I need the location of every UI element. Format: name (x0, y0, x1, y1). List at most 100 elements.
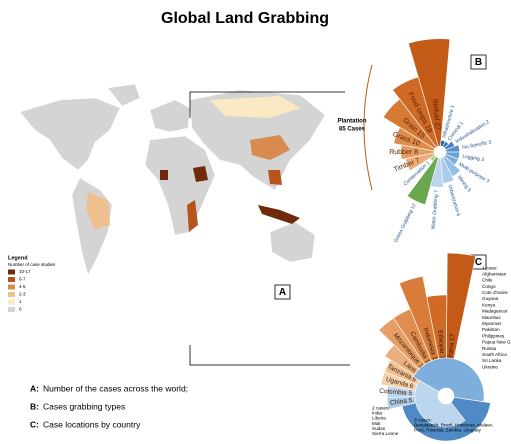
group-country: Madagascar (482, 309, 508, 314)
type-wedge (440, 139, 446, 148)
group-country: Sudan (372, 426, 386, 431)
type-wedge (429, 154, 437, 162)
map-land (107, 83, 141, 107)
legend-label: 2-3 (19, 292, 26, 297)
group-country: Russia (482, 346, 496, 351)
map-country (210, 96, 300, 118)
group-country: Guyana (482, 296, 499, 301)
caption-text: Cases grabbing types (43, 401, 125, 411)
type-wedge (442, 140, 450, 149)
map-country (86, 192, 110, 230)
type-wedge (445, 151, 461, 160)
caption-key: C: (30, 419, 39, 429)
group-heading: 2 cases: (372, 405, 390, 411)
legend-label: 6-7 (19, 277, 26, 282)
group-country: Peru, Rwanda, Zambia, Uruguay (414, 428, 482, 433)
group-wedge (412, 357, 485, 403)
type-label: Biofuel 27 (431, 99, 441, 131)
group-country: Liberia (372, 416, 386, 421)
group-country: Bangladesh, Brazil, Honduras, Malawi, (414, 422, 493, 427)
type-wedge (430, 157, 444, 188)
group-wedge (414, 379, 466, 428)
type-wedge (444, 153, 459, 166)
map-land (269, 221, 316, 263)
legend-subtitle: Number of case studies (8, 262, 56, 267)
group-country: Kenya (482, 302, 495, 307)
map-land (149, 99, 191, 133)
type-label: Rubber 8 (389, 149, 418, 156)
panel-label-box (470, 54, 487, 70)
legend-title: Legend (8, 255, 28, 261)
map-land (71, 177, 113, 276)
map-land (19, 97, 121, 171)
map-country (268, 170, 282, 185)
caption-key: B: (30, 401, 39, 411)
group-country: Papua New Guinea (482, 340, 511, 345)
map-land (144, 135, 216, 236)
type-wedge (393, 127, 436, 152)
group-country: Afghanistan (482, 271, 507, 276)
legend: Legend Number of case studies 10-17 6-7 4-… (8, 255, 56, 312)
legend-swatch (8, 269, 15, 275)
type-wedge (442, 155, 461, 177)
group-country: Sri Lanka (482, 358, 502, 363)
group-country: Sierra Leone (372, 431, 399, 436)
country-label: Ghana 17 (446, 333, 456, 363)
legend-swatch (8, 299, 15, 305)
group-label: Plantation (337, 119, 366, 125)
title: Global Land Grabbing (161, 10, 329, 27)
group-country: Chile (482, 278, 493, 283)
group-country: India (372, 410, 382, 415)
world-map (19, 83, 326, 276)
legend-swatch (8, 284, 15, 290)
type-wedge (408, 38, 451, 147)
map-country (193, 166, 208, 182)
type-label: Mining 5 (456, 175, 472, 194)
type-label: Urbanization 6 (446, 184, 461, 217)
group-country: Pakistan (482, 327, 500, 332)
legend-swatch (8, 292, 15, 297)
country-label: Ethiopia 11 (436, 330, 446, 363)
legend-label: 4-5 (19, 284, 26, 289)
group-country: Cote d'Ivoire (482, 290, 508, 295)
group-country: Myanmar (482, 321, 502, 326)
panel-label: B (475, 57, 482, 68)
country-label: Colombia 5 (379, 388, 413, 397)
caption-key: A: (30, 383, 39, 393)
type-wedge (443, 140, 456, 151)
legend-label: 10-17 (19, 269, 31, 274)
panel-label: A (279, 287, 286, 298)
panel-label: C (475, 257, 482, 268)
group-country: Mali (372, 421, 380, 426)
callout-line (189, 345, 350, 366)
callout-line (189, 91, 345, 118)
panel-label-box (274, 284, 291, 300)
type-wedge (382, 98, 437, 150)
type-label: Water Grabbing 7 (431, 190, 440, 230)
group-country: Philippines (482, 333, 505, 338)
type-wedge (392, 76, 439, 148)
legend-swatch (8, 277, 15, 282)
group-country: Congo (482, 284, 496, 289)
legend-label: 0 (19, 307, 22, 312)
map-country (258, 205, 300, 224)
group-country: South Africa (482, 352, 507, 357)
map-country (160, 170, 168, 180)
group-bracket (363, 64, 373, 191)
type-wedge (404, 152, 436, 172)
caption-text: Case locations by country (43, 419, 141, 429)
group-heading: 1 case: (482, 265, 497, 271)
map-country (250, 135, 290, 160)
legend-label: 1 (19, 299, 22, 304)
caption-text: Number of the cases across the world; (43, 383, 188, 393)
group-country: Mauritius (482, 315, 501, 320)
type-label: Logging 3 (462, 153, 485, 163)
type-wedge (440, 156, 455, 184)
type-wedge (400, 144, 435, 160)
legend-swatch (8, 307, 15, 312)
country-label: China 5 (390, 397, 413, 407)
captions: A: Number of the cases across the world; B… (30, 383, 188, 429)
type-label: No Specific 3 (462, 139, 492, 150)
type-wedge (406, 156, 439, 206)
